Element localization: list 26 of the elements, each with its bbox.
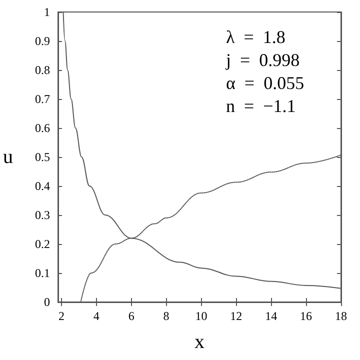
annotation: λ = 1.8 — [226, 27, 286, 47]
y-axis-title: u — [3, 146, 13, 168]
annotation: α = 0.055 — [226, 73, 304, 93]
y-tick-label: 0.4 — [35, 179, 50, 193]
annotation: j = 0.998 — [225, 50, 300, 70]
y-tick-label: 0.5 — [35, 150, 50, 164]
x-tick-label: 10 — [195, 309, 208, 323]
y-tick-label: 0.2 — [35, 237, 50, 251]
y-tick-label: 0 — [44, 295, 50, 309]
x-tick-label: 16 — [300, 309, 312, 323]
x-tick-label: 8 — [163, 309, 170, 323]
y-tick-label: 0.7 — [35, 92, 50, 106]
x-tick-label: 6 — [128, 309, 134, 323]
x-tick-label: 12 — [230, 309, 242, 323]
x-tick-label: 2 — [58, 309, 64, 323]
x-axis-title: x — [194, 331, 204, 353]
y-tick-label: 0.6 — [35, 121, 50, 135]
y-tick-label: 0.9 — [35, 34, 50, 48]
y-tick-label: 0.8 — [35, 63, 50, 77]
x-tick-label: 14 — [265, 309, 278, 323]
x-tick-label: 18 — [335, 309, 347, 323]
y-tick-label: 0.1 — [35, 266, 50, 280]
y-tick-label: 1 — [44, 5, 50, 19]
annotation: n = −1.1 — [226, 96, 296, 116]
x-tick-label: 4 — [93, 309, 100, 323]
y-tick-label: 0.3 — [35, 208, 50, 222]
